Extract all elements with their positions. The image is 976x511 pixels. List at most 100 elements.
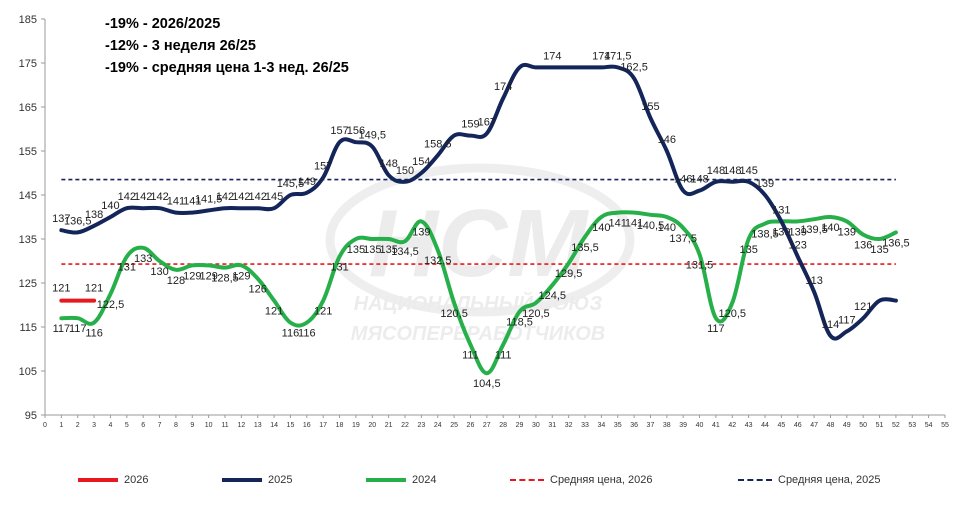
x-tick-label: 53 <box>908 422 916 429</box>
data-label-2024: 135 <box>379 244 397 256</box>
data-label-2024: 122,5 <box>97 299 125 311</box>
data-label-2025: 174 <box>494 81 512 93</box>
x-tick-label: 30 <box>532 422 540 429</box>
x-tick-label: 17 <box>319 422 327 429</box>
data-label-2024: 131 <box>118 262 136 274</box>
watermark-line-1: НАЦИОНАЛЬНЫЙ СОЮЗ <box>354 291 603 315</box>
series-line-2024 <box>59 210 898 376</box>
data-label-2024: 135 <box>363 244 381 256</box>
x-tick-label: 41 <box>712 422 720 429</box>
x-tick-label: 29 <box>516 422 524 429</box>
series-line-2025 <box>59 62 898 341</box>
data-label-2024: 135 <box>870 244 888 256</box>
data-label-2024: 121 <box>314 306 332 318</box>
data-label-2024: 140 <box>821 222 839 234</box>
x-tick-label: 12 <box>237 422 245 429</box>
data-label-2024: 141 <box>609 218 627 230</box>
data-label-2025: 159 <box>461 119 479 131</box>
data-label-2025: 149 <box>298 176 316 188</box>
data-label-2025: 174 <box>592 50 610 62</box>
data-label-2025: 145 <box>739 165 757 177</box>
data-label-2024: 118,5 <box>506 317 533 329</box>
data-label-2024: 128,5 <box>211 273 239 285</box>
x-tick-label: 35 <box>614 422 622 429</box>
x-tick-label: 32 <box>565 422 573 429</box>
watermark-line-2: МЯСОПЕРЕРАБОТЧИКОВ <box>351 323 605 345</box>
x-tick-label: 2 <box>76 422 80 429</box>
data-label-2025: 123 <box>789 240 807 252</box>
data-label-2024: 139 <box>789 226 807 238</box>
data-label-2025: 149,5 <box>359 130 387 142</box>
legend-item-2026: 2026 <box>78 469 148 491</box>
y-tick-label: 155 <box>19 146 37 158</box>
data-label-2024: 136,5 <box>882 237 910 249</box>
x-tick-label: 24 <box>434 422 442 429</box>
data-label-2024: 111 <box>462 350 479 362</box>
legend-label-2024: 2024 <box>412 474 437 486</box>
annotation-line-1: -19% - 2026/2025 <box>105 16 221 32</box>
x-tick-label: 25 <box>450 422 458 429</box>
data-label-2025: 148 <box>723 165 741 177</box>
data-label-2024: 139 <box>412 226 430 238</box>
data-label-2024: 104,5 <box>473 378 501 390</box>
data-label-2025: 171,5 <box>604 50 632 62</box>
data-label-2025: 150 <box>396 165 414 177</box>
data-label-2024: 135 <box>739 244 757 256</box>
series-lines <box>59 62 898 376</box>
data-label-2025: 140 <box>101 200 119 212</box>
legend-item-avg-2026: Средняя цена, 2026 <box>510 469 652 491</box>
legend-label-2026: 2026 <box>124 474 149 486</box>
x-tick-label: 48 <box>827 422 835 429</box>
data-label-2025: 162,5 <box>620 61 648 73</box>
data-label-2025: 139 <box>756 178 774 190</box>
x-tick-label: 7 <box>158 422 162 429</box>
data-label-2024: 121 <box>265 306 283 318</box>
data-label-2024: 139 <box>772 226 790 238</box>
annotation-line-2: -12% - 3 неделя 26/25 <box>105 38 256 54</box>
x-tick-label: 44 <box>761 422 769 429</box>
data-label-2024: 140,5 <box>637 220 665 232</box>
data-label-2025: 121 <box>854 301 872 313</box>
data-label-2024: 138,5 <box>751 229 779 241</box>
data-label-2025: 141 <box>167 196 185 208</box>
x-tick-label: 49 <box>843 422 851 429</box>
data-label-2025: 145 <box>265 191 283 203</box>
x-tick-label: 39 <box>679 422 687 429</box>
annotation-line-3: -19% - средняя цена 1-3 нед. 26/25 <box>105 60 349 76</box>
x-tick-label: 4 <box>109 422 113 429</box>
data-label-2025: 138 <box>85 209 103 221</box>
x-tick-label: 43 <box>745 422 753 429</box>
x-tick-label: 52 <box>892 422 900 429</box>
data-label-2025: 142 <box>118 191 136 203</box>
data-label-2025: 136,5 <box>64 215 92 227</box>
data-label-2025: 142 <box>134 191 152 203</box>
x-tick-label: 20 <box>368 422 376 429</box>
data-label-2024: 135 <box>347 244 365 256</box>
data-label-2024: 140 <box>658 222 676 234</box>
x-tick-label: 0 <box>43 422 47 429</box>
data-label-2024: 120,5 <box>440 308 468 320</box>
watermark-logo: НСМ НАЦИОНАЛЬНЫЙ СОЮЗ МЯСОПЕРЕРАБОТЧИКОВ <box>325 163 635 345</box>
legend-swatch-2024 <box>366 478 406 482</box>
legend-item-avg-2025: Средняя цена, 2025 <box>738 469 880 491</box>
data-label-2024: 129 <box>183 270 201 282</box>
data-label-2024: 124,5 <box>539 290 567 302</box>
x-tick-label: 55 <box>941 422 949 429</box>
data-label-2025: 141 <box>183 196 201 208</box>
legend-swatch-avg-2026 <box>510 479 544 481</box>
y-tick-label: 185 <box>19 14 37 26</box>
data-label-2025: 117 <box>838 314 856 326</box>
x-tick-label: 37 <box>647 422 655 429</box>
x-tick-label: 31 <box>548 422 556 429</box>
data-label-2024: 136 <box>854 240 872 252</box>
data-label-2025: 174 <box>543 50 561 62</box>
x-tick-label: 14 <box>270 422 278 429</box>
data-label-2024: 139 <box>838 226 856 238</box>
data-label-2025: 113 <box>805 275 823 287</box>
x-tick-label: 38 <box>663 422 671 429</box>
data-label-2024: 132,5 <box>424 255 452 267</box>
x-tick-label: 50 <box>859 422 867 429</box>
x-tick-label: 1 <box>59 422 63 429</box>
data-label-2025: 142 <box>232 191 250 203</box>
